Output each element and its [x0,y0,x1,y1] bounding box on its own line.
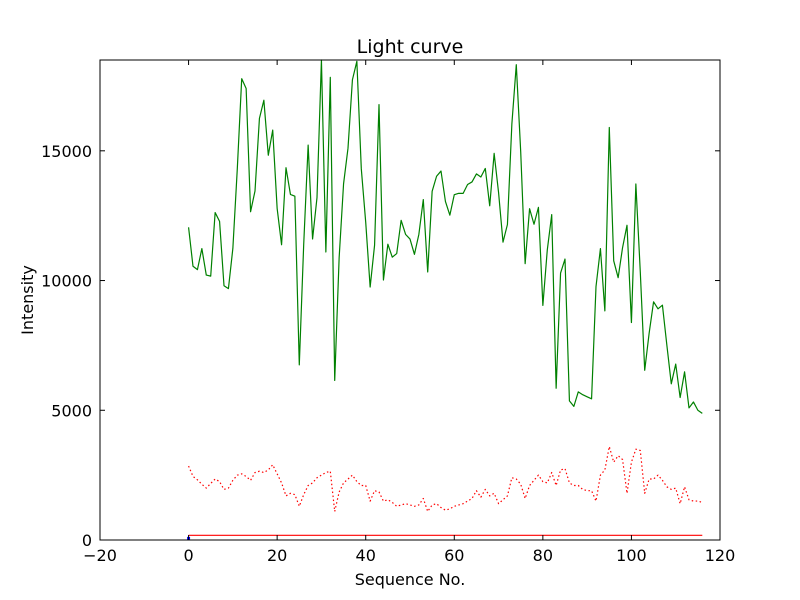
y-axis-title: Intensity [18,265,37,335]
chart-title: Light curve [357,36,464,58]
x-tick-label: 100 [616,546,647,565]
series-line-1 [187,59,703,414]
x-tick-label: 120 [705,546,736,565]
x-tick-label: 60 [444,546,464,565]
y-tick-label: 0 [82,531,92,550]
plot-frame [99,59,721,541]
y-tick-label: 15000 [41,142,92,161]
x-tick-label: 0 [183,546,193,565]
x-tick-label: 20 [267,546,287,565]
series-line-2 [188,445,703,513]
y-tick-label: 10000 [41,272,92,291]
x-tick-label: 80 [533,546,553,565]
y-tick-label: 5000 [51,401,92,420]
x-axis-title: Sequence No. [355,570,466,589]
series-layer [187,59,703,540]
x-tick-label: −20 [83,546,117,565]
x-tick-label: 40 [356,546,376,565]
